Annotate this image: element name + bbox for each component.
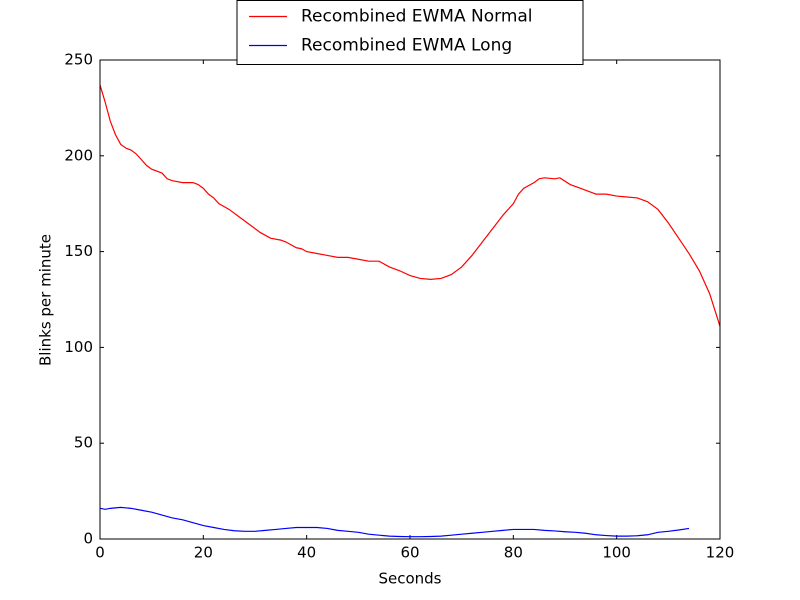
x-tick-label: 0: [95, 544, 105, 562]
x-tick-label: 120: [706, 544, 735, 562]
x-tick-label: 80: [504, 544, 523, 562]
legend-label: Recombined EWMA Normal: [301, 7, 533, 27]
y-tick-label: 100: [64, 338, 93, 356]
y-axis-label: Blinks per minute: [37, 234, 55, 366]
x-tick-label: 40: [297, 544, 316, 562]
x-axis-label: Seconds: [378, 570, 441, 588]
x-tick-label: 100: [602, 544, 631, 562]
y-tick-label: 250: [64, 51, 93, 69]
data-line: [99, 506, 690, 538]
x-tick-label: 60: [400, 544, 419, 562]
y-tick-label: 50: [74, 434, 93, 452]
legend-label: Recombined EWMA Long: [301, 36, 512, 56]
x-tick-label: 20: [194, 544, 213, 562]
y-tick-label: 150: [64, 242, 93, 260]
y-tick-label: 200: [64, 146, 93, 164]
data-line: [99, 84, 721, 327]
legend: Recombined EWMA Normal Recombined EWMA Lo…: [236, 0, 584, 65]
plot-frame: [99, 59, 721, 540]
y-tick-label: 0: [83, 530, 93, 548]
legend-box: [236, 0, 584, 65]
